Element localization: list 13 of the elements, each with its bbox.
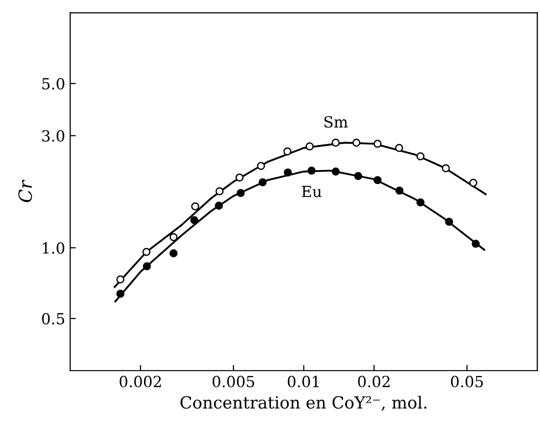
y-axis-title: Cr — [18, 180, 32, 202]
x-tick-label: 0.02 — [358, 376, 390, 388]
series-label: Eu — [302, 186, 322, 198]
x-axis-title: Concentration en CoY²⁻, mol. — [180, 396, 426, 411]
x-tick-label: 0.05 — [450, 376, 483, 388]
y-tick-label: 3.0 — [42, 130, 64, 142]
series-label: Sm — [324, 116, 348, 128]
x-tick-label: 0.002 — [120, 376, 161, 388]
y-tick-label: 0.5 — [42, 312, 64, 325]
y-tick-label: 1.0 — [42, 242, 64, 254]
x-tick-label: 0.01 — [288, 376, 319, 388]
x-tick-label: 0.005 — [212, 376, 254, 388]
y-tick-label: 5.0 — [42, 78, 64, 90]
